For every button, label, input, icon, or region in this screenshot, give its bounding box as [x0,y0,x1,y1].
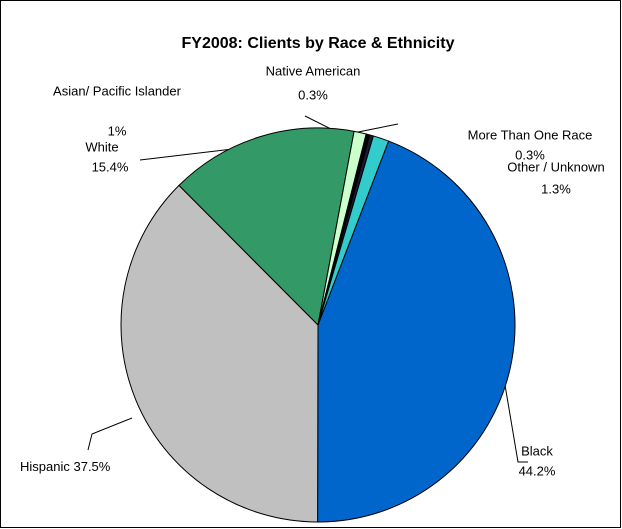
label-value: 0.3% [515,147,545,162]
label-name: Other / Unknown [507,159,605,174]
data-label: Hispanic 37.5% [20,459,111,474]
label-name: Native American [266,63,361,78]
pie-slice [317,135,390,326]
label-name: Black [521,443,553,458]
pie [120,127,516,523]
label-value: 0.3% [298,87,328,102]
label-value: 37.5% [73,459,110,474]
leader-line [304,115,334,131]
label-name: Asian/ Pacific Islander [53,83,182,98]
pie-slice [317,140,516,523]
leader-line [504,384,528,463]
label-value: 1% [108,123,127,138]
label-value: 15.4% [92,159,129,174]
label-name: Hispanic [20,459,70,474]
label-name: White [85,139,118,154]
label-value: 44.2% [519,463,556,478]
label-name: More Than One Race [468,127,593,142]
chart-title: FY2008: Clients by Race & Ethnicity [182,35,455,52]
pie-slice [178,127,355,327]
leader-line [87,417,133,451]
pie-slice [120,184,319,523]
label-value: 1.3% [541,181,571,196]
